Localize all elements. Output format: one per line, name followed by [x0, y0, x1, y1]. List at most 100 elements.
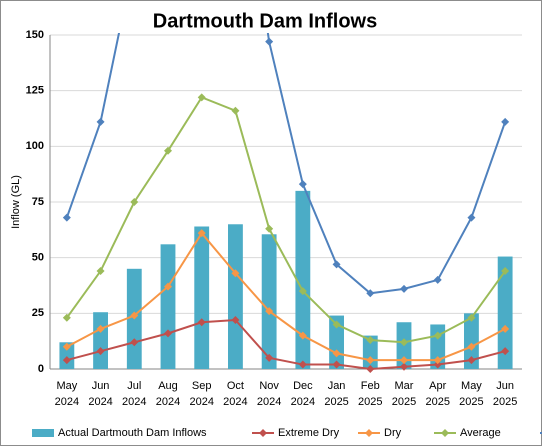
marker: [62, 213, 71, 222]
marker: [400, 362, 408, 371]
y-tick-label: 75: [32, 196, 44, 208]
line: [65, 33, 507, 295]
marker: [197, 318, 206, 327]
marker: [467, 213, 476, 222]
line: [66, 318, 506, 371]
marker: [96, 324, 105, 333]
bar: [464, 313, 479, 369]
bar: [194, 226, 210, 369]
y-tick-label: 0: [38, 363, 44, 375]
y-tick-label: 125: [26, 85, 44, 97]
marker: [231, 316, 240, 325]
legend-swatch: [32, 429, 54, 437]
marker: [332, 260, 341, 269]
marker: [164, 329, 172, 338]
x-tick-label: Nov 2024: [257, 380, 281, 408]
marker: [197, 93, 206, 102]
marker: [96, 117, 105, 126]
plot-area: [59, 33, 513, 373]
x-tick-label: May 2024: [55, 380, 79, 408]
marker: [197, 229, 206, 238]
marker: [366, 356, 375, 365]
bar: [93, 312, 108, 369]
legend-marker: [259, 429, 267, 437]
x-tick-label: Mar 2025: [392, 380, 416, 408]
line: [66, 96, 506, 344]
x-tick-label: Jan 2025: [324, 380, 348, 408]
y-tick-label: 25: [32, 307, 44, 319]
chart-title: Dartmouth Dam Inflows: [153, 10, 377, 32]
legend-label: Average: [460, 427, 501, 439]
x-tick-label: Oct 2024: [223, 380, 247, 408]
marker: [501, 347, 510, 356]
marker: [332, 360, 341, 369]
marker: [298, 360, 307, 369]
x-tick-label: Jun 2025: [493, 380, 517, 408]
legend-label: Extreme Dry: [278, 427, 340, 439]
marker: [231, 269, 240, 278]
legend-label: Actual Dartmouth Dam Inflows: [58, 427, 207, 439]
bar: [295, 190, 311, 369]
y-tick-label: 100: [26, 140, 44, 152]
marker: [467, 313, 476, 322]
marker: [96, 267, 105, 276]
marker: [400, 338, 408, 347]
marker: [298, 180, 307, 189]
marker: [433, 275, 442, 284]
marker: [332, 320, 341, 329]
marker: [130, 198, 139, 206]
marker: [265, 37, 274, 46]
marker: [62, 342, 71, 351]
marker: [164, 146, 172, 155]
x-tick-label: Jun 2024: [88, 380, 112, 408]
marker: [265, 224, 274, 233]
marker: [62, 356, 71, 365]
x-tick-label: May 2025: [459, 380, 483, 408]
bar: [228, 224, 243, 369]
bar: [261, 234, 277, 369]
y-tick-label: 50: [32, 252, 44, 264]
marker: [467, 356, 476, 365]
marker: [433, 360, 442, 369]
marker: [164, 282, 172, 291]
marker: [400, 356, 408, 365]
marker: [366, 336, 375, 345]
marker: [366, 365, 375, 373]
y-tick-label: 150: [26, 29, 44, 41]
y-axis-label: Inflow (GL): [10, 175, 22, 229]
marker: [298, 331, 307, 340]
x-tick-label: Jul 2024: [122, 380, 146, 408]
x-tick-label: Aug 2024: [156, 380, 180, 408]
marker: [400, 284, 408, 293]
bar: [59, 342, 75, 369]
legend-label: Dry: [384, 427, 402, 439]
marker: [265, 307, 274, 316]
marker: [298, 287, 307, 296]
marker: [501, 267, 510, 276]
x-tick-label: Sep 2024: [189, 380, 213, 408]
bar: [329, 315, 344, 369]
marker: [467, 342, 476, 351]
legend-marker: [365, 429, 373, 437]
bar: [160, 244, 176, 369]
x-tick-label: Apr 2025: [425, 380, 449, 408]
marker: [433, 331, 442, 340]
line: [66, 231, 506, 362]
marker: [366, 289, 375, 298]
marker: [62, 313, 71, 322]
marker: [265, 353, 274, 362]
marker: [96, 347, 105, 356]
marker: [231, 106, 240, 115]
marker: [130, 311, 139, 320]
marker: [501, 324, 510, 333]
legend-marker: [441, 429, 449, 437]
x-tick-label: Dec 2024: [291, 380, 315, 408]
bar: [497, 256, 513, 369]
x-tick-label: Feb 2025: [358, 380, 382, 408]
marker: [501, 117, 510, 126]
marker: [130, 338, 139, 347]
marker: [433, 356, 442, 365]
marker: [332, 349, 341, 358]
